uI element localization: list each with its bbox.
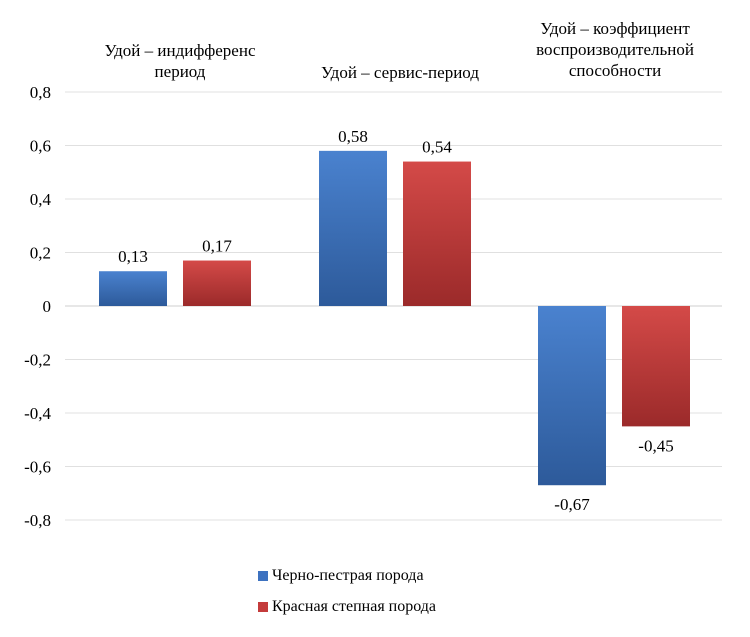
data-label: 0,17 — [202, 237, 232, 256]
category-label-2: Удой – сервис-период — [321, 63, 479, 82]
y-tick-label: 0,8 — [30, 83, 51, 102]
legend-swatch-red — [258, 602, 268, 612]
y-tick-label: -0,4 — [24, 404, 51, 423]
category-label-3: Удой – коэффициент воспроизводительной с… — [536, 19, 694, 80]
data-label: 0,58 — [338, 127, 368, 146]
y-tick-label: -0,6 — [24, 458, 51, 477]
bar-series-2-cat-1 — [183, 260, 251, 306]
bar-series-2-cat-3 — [622, 306, 690, 427]
legend-swatch-blue — [258, 571, 268, 581]
bar-series-2-cat-2 — [403, 161, 471, 306]
y-tick-label: 0 — [43, 297, 52, 316]
y-tick-label: 0,4 — [30, 190, 52, 209]
y-tick-label: -0,8 — [24, 511, 51, 530]
legend-label-series-2: Красная степная порода — [272, 598, 437, 615]
data-label: -0,67 — [554, 495, 590, 514]
bar-series-1-cat-3 — [538, 306, 606, 486]
y-tick-label: 0,2 — [30, 244, 51, 263]
y-tick-label: 0,6 — [30, 137, 51, 156]
data-label: 0,54 — [422, 138, 452, 157]
data-label: -0,45 — [638, 436, 673, 455]
bar-series-1-cat-2 — [319, 150, 387, 306]
legend-item-series-2: Красная степная порода — [258, 598, 436, 616]
y-tick-label: -0,2 — [24, 351, 51, 370]
bar-series-1-cat-1 — [99, 271, 167, 306]
legend-item-series-1: Черно-пестрая порода — [258, 567, 424, 585]
data-label: 0,13 — [118, 247, 148, 266]
legend-label-series-1: Черно-пестрая порода — [272, 567, 424, 584]
category-label-1: Удой – индифференс период — [104, 41, 256, 81]
